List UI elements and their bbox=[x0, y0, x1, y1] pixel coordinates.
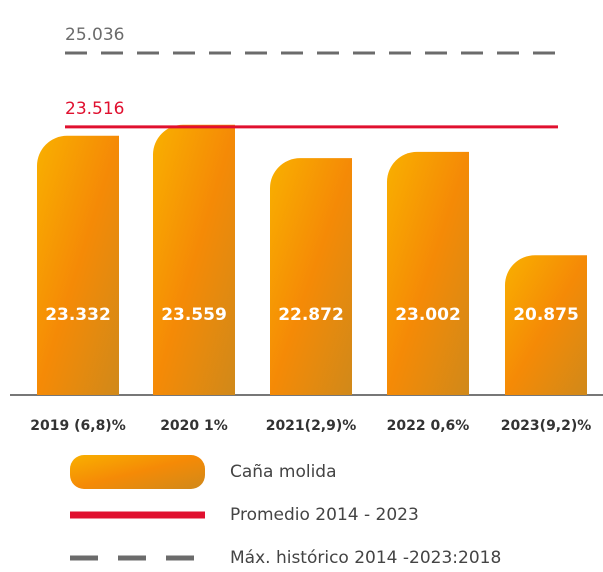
reference-label: 25.036 bbox=[65, 25, 124, 45]
value-label: 22.872 bbox=[278, 305, 344, 325]
x-tick-label: 2019 (6,8)% bbox=[30, 418, 125, 434]
bar bbox=[270, 158, 352, 395]
legend-label: Máx. histórico 2014 -2023:2018 bbox=[230, 548, 501, 568]
value-label: 23.559 bbox=[161, 305, 227, 325]
legend-label: Caña molida bbox=[230, 462, 337, 482]
x-tick-label: 2021(2,9)% bbox=[266, 418, 357, 434]
legend-label: Promedio 2014 - 2023 bbox=[230, 505, 419, 525]
bar bbox=[153, 124, 235, 395]
bar bbox=[505, 255, 587, 395]
x-tick-label: 2023(9,2)% bbox=[501, 418, 592, 434]
value-label: 23.002 bbox=[395, 305, 461, 325]
bar bbox=[387, 151, 469, 395]
value-label: 20.875 bbox=[513, 305, 579, 325]
x-tick-label: 2020 1% bbox=[160, 418, 228, 434]
reference-label: 23.516 bbox=[65, 99, 124, 119]
x-tick-label: 2022 0,6% bbox=[387, 418, 470, 434]
bar bbox=[37, 135, 119, 396]
value-label: 23.332 bbox=[45, 305, 111, 325]
legend-swatch bbox=[70, 455, 205, 489]
